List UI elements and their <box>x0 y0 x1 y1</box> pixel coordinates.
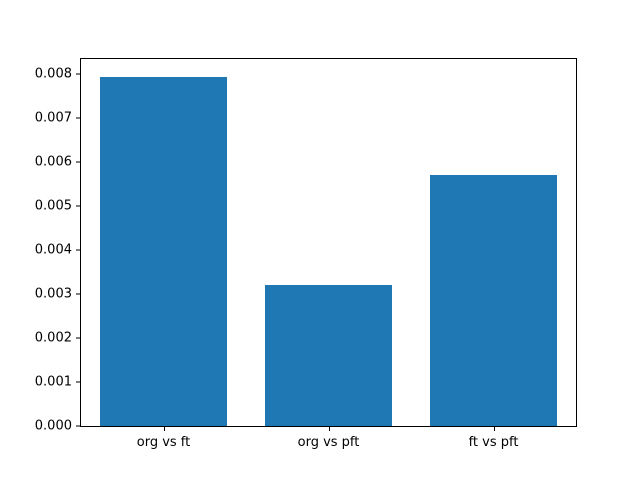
bar-slot: org vs pft <box>246 59 411 450</box>
bar-slot: ft vs pft <box>411 59 576 450</box>
y-tick-label: 0.007 <box>34 110 72 126</box>
x-tick-mark <box>493 427 495 431</box>
y-tick-mark <box>76 117 80 119</box>
y-tick-mark <box>76 381 80 383</box>
y-tick-label: 0.008 <box>34 66 72 82</box>
y-tick-label: 0.006 <box>34 154 72 170</box>
x-tick-mark <box>163 427 165 431</box>
y-tick-label: 0.001 <box>34 374 72 390</box>
y-tick-label: 0.003 <box>34 286 72 302</box>
y-tick-label: 0.004 <box>34 242 72 258</box>
x-tick-mark <box>328 427 330 431</box>
y-tick-label: 0.005 <box>34 198 72 214</box>
y-tick-mark <box>76 249 80 251</box>
bars-container: org vs ft org vs pft ft vs pft <box>81 59 576 450</box>
x-tick-label: ft vs pft <box>468 435 519 450</box>
y-tick-mark <box>76 337 80 339</box>
x-tick-label: org vs ft <box>136 435 191 450</box>
bar-org-vs-ft <box>99 76 228 426</box>
y-tick-mark <box>76 73 80 75</box>
plot-area: org vs ft org vs pft ft vs pft 0.000 0.001 0… <box>35 58 577 450</box>
bar-slot: org vs ft <box>81 59 246 450</box>
y-tick-label: 0.002 <box>34 330 72 346</box>
y-tick-mark <box>76 205 80 207</box>
y-tick-label: 0.000 <box>34 418 72 434</box>
bar-org-vs-pft <box>264 285 393 426</box>
y-tick-mark <box>76 425 80 427</box>
x-tick-label: org vs pft <box>297 435 360 450</box>
y-tick-mark <box>76 293 80 295</box>
bar-ft-vs-pft <box>429 174 558 426</box>
y-tick-mark <box>76 161 80 163</box>
